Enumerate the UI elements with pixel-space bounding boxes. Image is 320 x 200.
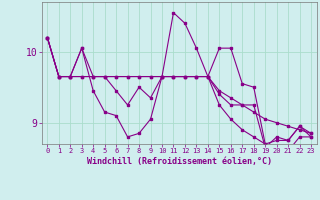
X-axis label: Windchill (Refroidissement éolien,°C): Windchill (Refroidissement éolien,°C): [87, 157, 272, 166]
